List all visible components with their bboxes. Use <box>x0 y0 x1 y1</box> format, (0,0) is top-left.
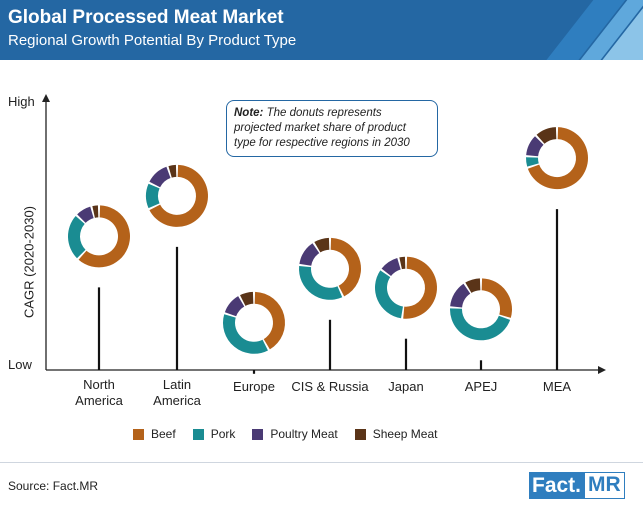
donut-slice-mea-beef <box>527 127 588 190</box>
donut-slice-mea-poultry <box>526 136 544 157</box>
donut-slice-latin-america-poultry <box>149 166 171 188</box>
donut-slice-latin-america-beef <box>149 164 208 227</box>
chart-area <box>42 94 606 374</box>
donut-slice-mea-pork <box>526 157 539 167</box>
footer-divider <box>0 462 643 463</box>
page-subtitle: Regional Growth Potential By Product Typ… <box>8 32 297 49</box>
donut-slice-north-america-sheep <box>92 205 99 218</box>
x-axis-arrow <box>598 366 606 374</box>
legend-label-pork: Pork <box>210 427 236 441</box>
legend-label-sheep: Sheep Meat <box>372 427 438 441</box>
donut-slice-apej-sheep <box>465 278 481 293</box>
y-axis-arrow <box>42 94 50 102</box>
header-banner: Global Processed Meat Market Regional Gr… <box>0 0 643 60</box>
source-text: Source: Fact.MR <box>8 479 99 493</box>
donut-slice-mea-sheep <box>536 127 557 144</box>
donut-slice-cis-russia-beef <box>330 237 361 297</box>
x-tick-label-europe: Europe <box>233 379 275 394</box>
donut-slice-north-america-pork <box>68 215 86 259</box>
legend-swatch-poultry <box>252 428 264 440</box>
donut-slice-japan-beef <box>403 256 438 319</box>
donut-north-america <box>68 205 131 268</box>
logo-part-mr: MR <box>584 472 625 499</box>
donut-slice-europe-sheep <box>240 291 254 306</box>
donut-latin-america <box>145 164 208 227</box>
donut-japan <box>375 256 438 319</box>
legend-item-beef: Beef <box>133 427 176 441</box>
donut-slice-cis-russia-pork <box>299 265 343 300</box>
page-title: Global Processed Meat Market <box>8 7 284 28</box>
donut-slice-apej-poultry <box>450 283 471 308</box>
legend-label-poultry: Poultry Meat <box>270 427 338 441</box>
x-tick-label-apej: APEJ <box>464 379 498 394</box>
donut-slice-latin-america-pork <box>145 183 160 209</box>
x-tick-label-mea: MEA <box>542 379 572 394</box>
note-text: The donuts represents projected market s… <box>234 107 410 149</box>
legend: Beef Pork Poultry Meat Sheep Meat <box>133 427 454 441</box>
factmr-logo: Fact. MR <box>529 472 625 499</box>
legend-item-poultry: Poultry Meat <box>252 427 338 441</box>
donut-europe <box>223 291 285 354</box>
legend-swatch-beef <box>133 428 144 440</box>
legend-label-beef: Beef <box>151 427 176 441</box>
donut-apej <box>449 278 512 341</box>
y-tick-high: High <box>8 94 35 109</box>
x-tick-label-latin-america: Latin America <box>153 377 201 408</box>
donut-slice-europe-beef <box>254 291 285 350</box>
legend-swatch-sheep <box>354 428 366 440</box>
donut-slice-north-america-poultry <box>77 206 94 223</box>
x-tick-label-north-america: North America <box>75 377 123 408</box>
x-tick-label-cis-russia: CIS & Russia <box>291 379 369 394</box>
note-box: Note: The donuts represents projected ma… <box>226 100 438 157</box>
donut-slice-north-america-beef <box>78 205 131 268</box>
donut-slice-japan-pork <box>375 270 403 319</box>
donut-slice-apej-beef <box>481 278 512 318</box>
donut-slice-europe-poultry <box>224 296 245 317</box>
donut-cis-russia <box>299 237 361 300</box>
donut-slice-europe-pork <box>223 314 268 354</box>
note-label: Note: <box>234 107 264 119</box>
donut-slice-apej-pork <box>449 308 511 341</box>
donut-slice-japan-poultry <box>381 257 401 277</box>
legend-swatch-pork <box>192 428 204 440</box>
logo-part-fact: Fact. <box>529 472 585 499</box>
donut-slice-latin-america-sheep <box>168 164 177 178</box>
donut-slice-japan-sheep <box>399 256 406 270</box>
donut-slice-cis-russia-sheep <box>314 237 330 253</box>
legend-item-sheep: Sheep Meat <box>354 427 438 441</box>
donut-slice-cis-russia-poultry <box>299 243 320 266</box>
donut-mea <box>526 127 588 190</box>
y-tick-low: Low <box>8 357 32 372</box>
x-tick-label-japan: Japan <box>388 379 424 394</box>
legend-item-pork: Pork <box>192 427 236 441</box>
